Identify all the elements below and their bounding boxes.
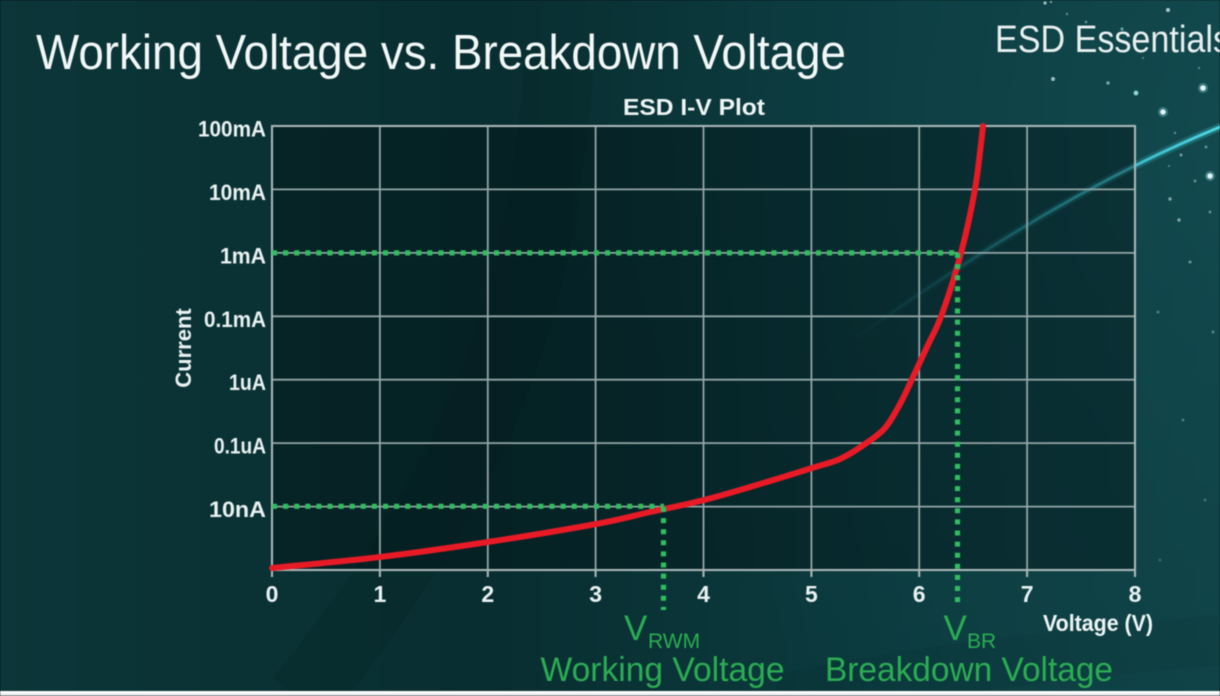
svg-text:Breakdown Voltage: Breakdown Voltage bbox=[825, 651, 1113, 689]
svg-text:ESD Essentials: ESD Essentials bbox=[995, 19, 1220, 61]
svg-text:BR: BR bbox=[967, 630, 996, 653]
svg-text:8: 8 bbox=[1129, 581, 1142, 607]
svg-text:0: 0 bbox=[266, 581, 279, 607]
svg-text:Working Voltage vs. Breakdown: Working Voltage vs. Breakdown Voltage bbox=[36, 26, 846, 80]
svg-text:100mA: 100mA bbox=[198, 117, 266, 142]
svg-text:4: 4 bbox=[697, 581, 710, 607]
svg-text:1uA: 1uA bbox=[229, 370, 266, 395]
svg-text:5: 5 bbox=[805, 581, 818, 607]
svg-text:10nA: 10nA bbox=[209, 497, 266, 522]
svg-text:Working Voltage: Working Voltage bbox=[541, 651, 785, 689]
svg-text:2: 2 bbox=[481, 581, 494, 607]
svg-text:Voltage (V): Voltage (V) bbox=[1043, 610, 1153, 636]
svg-text:V: V bbox=[944, 609, 968, 648]
svg-text:ESD I-V Plot: ESD I-V Plot bbox=[623, 94, 765, 120]
svg-text:0.1mA: 0.1mA bbox=[204, 307, 266, 332]
svg-text:RWM: RWM bbox=[648, 630, 700, 653]
svg-text:Current: Current bbox=[171, 308, 196, 388]
svg-text:1: 1 bbox=[374, 581, 387, 607]
svg-text:10mA: 10mA bbox=[209, 180, 266, 205]
svg-text:1mA: 1mA bbox=[220, 243, 266, 268]
svg-text:3: 3 bbox=[589, 581, 602, 607]
svg-text:6: 6 bbox=[913, 581, 926, 607]
svg-text:V: V bbox=[624, 609, 648, 648]
svg-text:0.1uA: 0.1uA bbox=[214, 434, 266, 459]
svg-text:7: 7 bbox=[1021, 581, 1034, 607]
